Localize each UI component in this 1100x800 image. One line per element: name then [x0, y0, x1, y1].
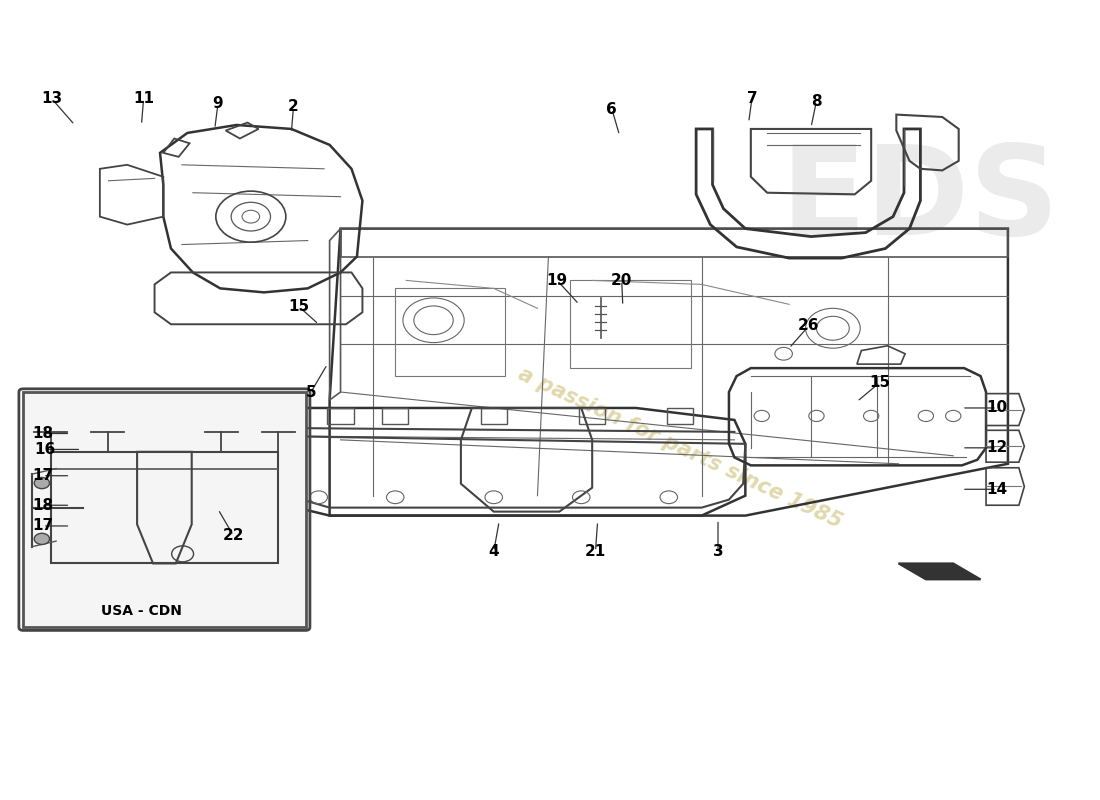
Text: 5: 5	[306, 385, 317, 399]
Text: 9: 9	[212, 96, 223, 111]
Text: a passion for parts since 1985: a passion for parts since 1985	[515, 364, 845, 532]
Circle shape	[34, 478, 50, 489]
Text: 14: 14	[987, 482, 1008, 497]
Text: 21: 21	[585, 544, 606, 559]
Text: 19: 19	[547, 273, 568, 288]
Text: 15: 15	[288, 299, 309, 314]
Text: EDS: EDS	[781, 140, 1060, 261]
Text: 11: 11	[133, 91, 154, 106]
Text: 18: 18	[32, 426, 54, 441]
Polygon shape	[899, 563, 980, 579]
Text: 10: 10	[987, 401, 1008, 415]
Text: 17: 17	[32, 518, 54, 534]
Text: 12: 12	[987, 440, 1008, 455]
Text: 8: 8	[811, 94, 822, 109]
Text: 6: 6	[606, 102, 617, 117]
Text: USA - CDN: USA - CDN	[101, 604, 183, 618]
Text: 2: 2	[288, 99, 299, 114]
Text: 17: 17	[32, 468, 54, 483]
Text: 16: 16	[34, 442, 56, 457]
Text: 22: 22	[222, 528, 244, 543]
Text: 15: 15	[869, 375, 891, 390]
Text: 18: 18	[32, 498, 54, 513]
Text: 3: 3	[713, 544, 724, 559]
Bar	[23, 392, 306, 627]
Text: 7: 7	[747, 91, 757, 106]
Text: 20: 20	[610, 273, 632, 288]
Circle shape	[34, 534, 50, 545]
Text: 26: 26	[799, 318, 820, 334]
Text: 13: 13	[41, 91, 63, 106]
Text: 4: 4	[488, 544, 499, 559]
